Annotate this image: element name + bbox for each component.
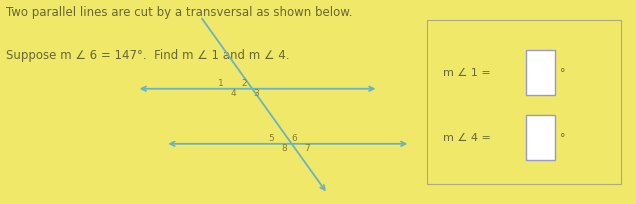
Text: m ∠ 1 =: m ∠ 1 = <box>443 68 495 78</box>
Text: 7: 7 <box>304 144 310 153</box>
Text: °: ° <box>560 68 565 78</box>
Text: 3: 3 <box>253 89 259 98</box>
Text: Two parallel lines are cut by a transversal as shown below.: Two parallel lines are cut by a transver… <box>6 6 353 19</box>
Text: 4: 4 <box>230 89 236 98</box>
Text: 1: 1 <box>218 79 224 88</box>
Text: 6: 6 <box>292 134 298 143</box>
Text: 5: 5 <box>268 134 275 143</box>
Text: 8: 8 <box>281 144 287 153</box>
Bar <box>526 115 555 160</box>
Bar <box>526 50 555 95</box>
Bar <box>427 20 621 184</box>
Text: m ∠ 4 =: m ∠ 4 = <box>443 133 495 143</box>
Text: Suppose m ∠ 6 = 147°.  Find m ∠ 1 and m ∠ 4.: Suppose m ∠ 6 = 147°. Find m ∠ 1 and m ∠… <box>6 49 290 62</box>
Text: 2: 2 <box>241 79 247 88</box>
Text: °: ° <box>560 133 565 143</box>
